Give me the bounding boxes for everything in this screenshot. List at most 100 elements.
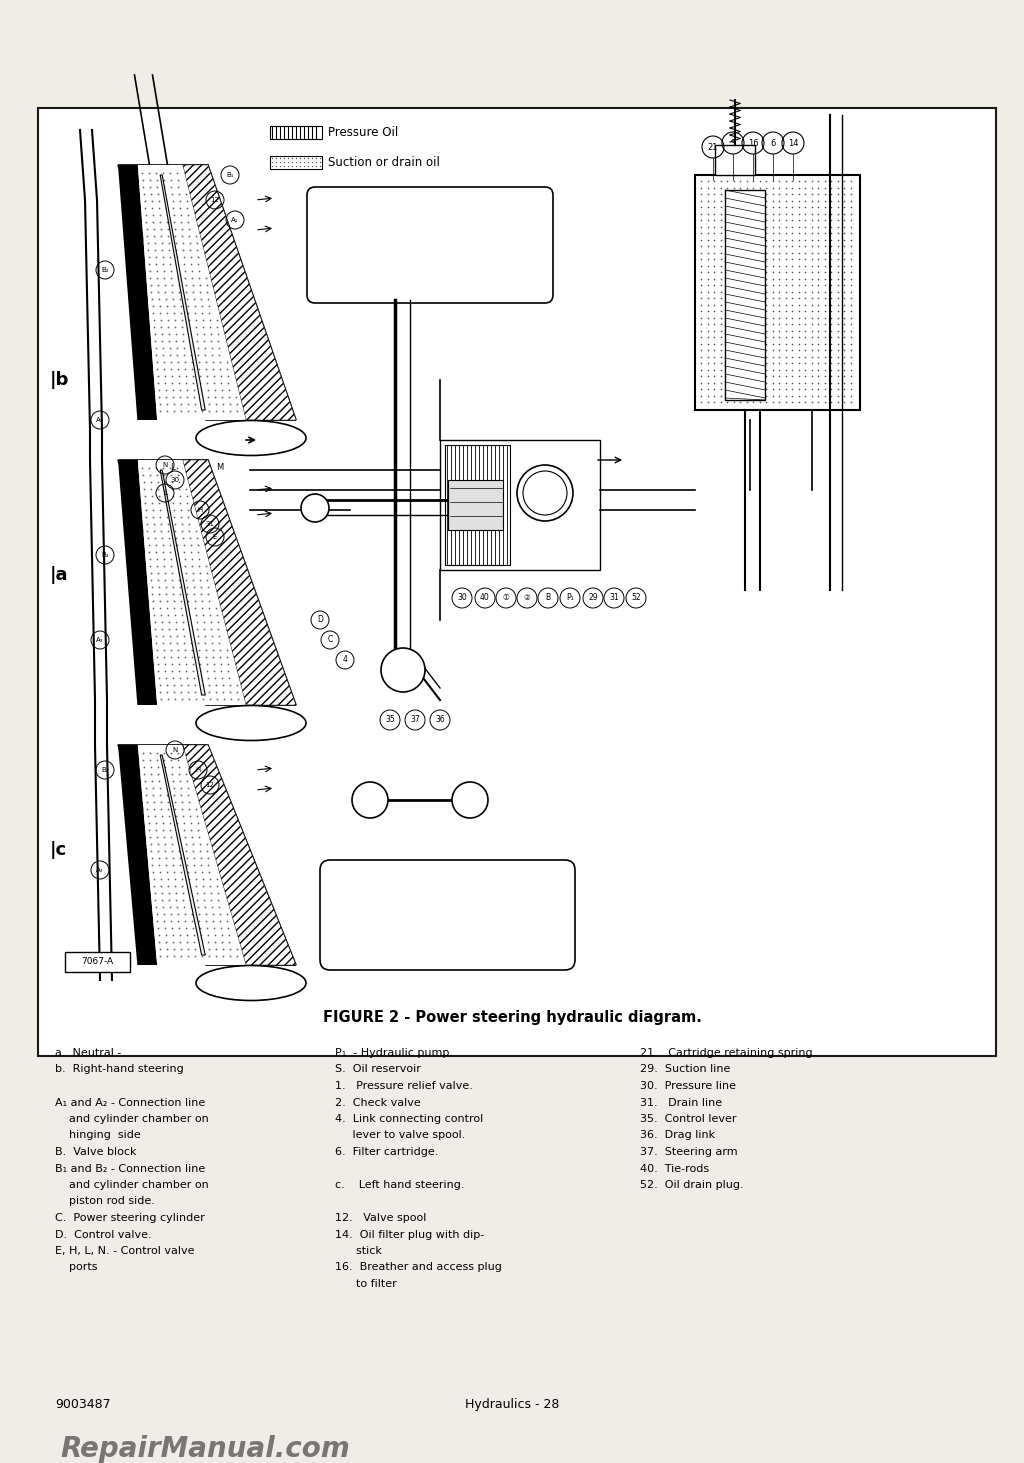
Polygon shape [160,176,205,410]
Text: 7067-A: 7067-A [81,957,113,967]
Circle shape [452,783,488,818]
Text: 40: 40 [480,594,489,603]
FancyBboxPatch shape [319,860,575,970]
Text: 30.  Pressure line: 30. Pressure line [640,1081,736,1091]
Text: 21.   Cartridge retaining spring: 21. Cartridge retaining spring [640,1048,813,1058]
Text: D.  Control valve.: D. Control valve. [55,1229,152,1239]
Polygon shape [118,745,296,966]
Bar [445,445,510,565]
Text: 37.  Steering arm: 37. Steering arm [640,1147,737,1157]
Text: a.  Neutral -: a. Neutral - [55,1048,122,1058]
Text: 1.   Pressure relief valve.: 1. Pressure relief valve. [335,1081,473,1091]
Text: B₂: B₂ [101,552,109,557]
Circle shape [301,494,329,522]
FancyBboxPatch shape [307,187,553,303]
Text: piston rod side.: piston rod side. [55,1197,155,1207]
Text: 12: 12 [206,783,214,789]
Polygon shape [160,755,205,955]
Text: ports: ports [55,1263,97,1273]
Text: 35.  Control lever: 35. Control lever [640,1113,736,1124]
Polygon shape [118,165,157,420]
Polygon shape [160,470,205,695]
Text: 29.  Suction line: 29. Suction line [640,1065,730,1074]
Polygon shape [118,165,296,420]
Text: 35: 35 [385,715,395,724]
Text: 29: 29 [588,594,598,603]
Text: lever to valve spool.: lever to valve spool. [335,1131,465,1141]
Text: 12.   Valve spool: 12. Valve spool [335,1213,426,1223]
Text: 36.  Drag link: 36. Drag link [640,1131,715,1141]
Ellipse shape [196,705,306,740]
Text: 31: 31 [206,521,214,527]
Text: 16: 16 [748,139,759,148]
Text: b.  Right-hand steering: b. Right-hand steering [55,1065,183,1074]
Text: A₁ and A₂ - Connection line: A₁ and A₂ - Connection line [55,1097,205,1107]
Text: L: L [163,490,167,496]
Text: D: D [317,616,323,625]
Polygon shape [183,745,296,966]
Bar [440,440,600,571]
Text: |b: |b [50,372,70,389]
Text: C: C [328,635,333,645]
Bar [270,126,322,139]
Text: A₂: A₂ [96,636,103,644]
Text: and cylinder chamber on: and cylinder chamber on [55,1181,209,1189]
Text: 4.  Link connecting control: 4. Link connecting control [335,1113,483,1124]
Text: stick: stick [335,1246,382,1257]
Text: 52: 52 [631,594,641,603]
Polygon shape [183,459,296,705]
Text: 31.   Drain line: 31. Drain line [640,1097,722,1107]
Text: 14: 14 [787,139,799,148]
Text: L: L [170,464,174,473]
Text: RepairManual.com: RepairManual.com [60,1435,350,1463]
Text: 21: 21 [708,142,718,152]
Text: B₂: B₂ [101,268,109,274]
Text: 37: 37 [411,715,420,724]
Text: P₁  - Hydraulic pump.: P₁ - Hydraulic pump. [335,1048,453,1058]
Text: hinging  side: hinging side [55,1131,140,1141]
Text: 30: 30 [171,477,179,483]
Text: C.  Power steering cylinder: C. Power steering cylinder [55,1213,205,1223]
Polygon shape [138,165,246,420]
Text: |a: |a [50,566,69,584]
Text: 52.  Oil drain plug.: 52. Oil drain plug. [640,1181,743,1189]
Text: 4: 4 [343,655,347,664]
Text: 31: 31 [609,594,618,603]
Bar [38,108,996,1056]
Text: ①: ① [503,594,509,603]
Text: c.    Left hand steering.: c. Left hand steering. [335,1181,465,1189]
Bar [725,190,765,399]
Text: 36: 36 [435,715,444,724]
Text: E, H, L, N. - Control valve: E, H, L, N. - Control valve [55,1246,195,1257]
Text: A₁: A₁ [231,217,239,222]
Text: 14.  Oil filter plug with dip-: 14. Oil filter plug with dip- [335,1229,484,1239]
Text: ②: ② [523,594,530,603]
Text: B₁: B₁ [226,173,233,178]
Text: S.  Oil reservoir: S. Oil reservoir [335,1065,421,1074]
Polygon shape [118,459,296,705]
Text: and cylinder chamber on: and cylinder chamber on [55,1113,209,1124]
Polygon shape [118,459,157,705]
Text: Pressure Oil: Pressure Oil [328,126,398,139]
Circle shape [381,648,425,692]
Text: B₁ and B₂ - Connection line: B₁ and B₂ - Connection line [55,1163,205,1173]
Text: 6: 6 [770,139,776,148]
Ellipse shape [196,966,306,1001]
Text: N: N [172,748,177,753]
Text: B₂: B₂ [101,767,109,772]
Circle shape [352,783,388,818]
Text: E: E [213,534,217,540]
Text: A₂: A₂ [96,868,103,873]
Bar [449,480,503,530]
Text: 16.  Breather and access plug: 16. Breather and access plug [335,1263,502,1273]
Text: Suction or drain oil: Suction or drain oil [328,155,440,168]
Bar [65,952,130,971]
Polygon shape [138,459,246,705]
Text: 6.  Filter cartridge.: 6. Filter cartridge. [335,1147,438,1157]
Text: B: B [546,594,551,603]
Text: N: N [163,462,168,468]
Circle shape [461,494,489,522]
Text: 12: 12 [211,198,219,203]
Text: FIGURE 2 - Power steering hydraulic diagram.: FIGURE 2 - Power steering hydraulic diag… [323,1009,701,1026]
Bar [695,176,860,410]
